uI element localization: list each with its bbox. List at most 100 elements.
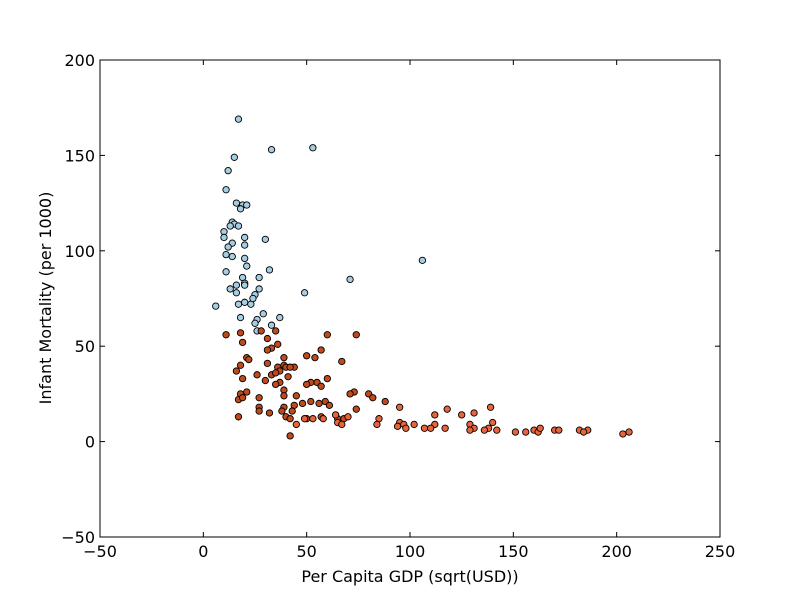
scatter-point bbox=[284, 373, 292, 381]
scatter-point bbox=[234, 115, 243, 123]
scatter-point bbox=[212, 302, 220, 310]
scatter-point bbox=[265, 409, 274, 417]
scatter-point bbox=[226, 222, 234, 230]
scatter-point bbox=[265, 266, 274, 274]
y-tick-label: 150 bbox=[64, 146, 95, 165]
scatter-point bbox=[263, 359, 272, 368]
x-tick-label: −50 bbox=[83, 542, 117, 561]
scatter-point bbox=[220, 233, 228, 242]
scatter-point bbox=[234, 222, 243, 230]
x-axis-label: Per Capita GDP (sqrt(USD)) bbox=[301, 567, 518, 586]
scatter-point bbox=[522, 428, 530, 436]
scatter-point bbox=[272, 327, 280, 335]
scatter-point bbox=[300, 289, 309, 297]
scatter-point bbox=[224, 243, 232, 251]
scatter-point bbox=[263, 346, 272, 354]
scatter-point bbox=[396, 403, 404, 411]
scatter-point bbox=[298, 399, 307, 408]
scatter-point bbox=[261, 235, 269, 244]
scatter-point bbox=[325, 401, 334, 409]
scatter-point bbox=[489, 418, 497, 427]
scatter-point bbox=[234, 413, 243, 421]
scatter-point bbox=[303, 380, 311, 389]
scatter-point bbox=[427, 424, 435, 432]
scatter-point bbox=[236, 329, 245, 337]
scatter-point bbox=[267, 146, 276, 154]
scatter-point bbox=[466, 426, 474, 434]
y-axis-ticks: −50 0 50 100 150 200 bbox=[61, 51, 720, 547]
scatter-point bbox=[274, 340, 282, 348]
scatter-point bbox=[480, 426, 489, 434]
scatter-point bbox=[261, 376, 269, 385]
scatter-point bbox=[346, 275, 354, 284]
scatter-point bbox=[286, 363, 294, 371]
scatter-point bbox=[369, 394, 377, 402]
scatter-point bbox=[255, 273, 263, 282]
scatter-point bbox=[278, 407, 286, 415]
scatter-point bbox=[222, 186, 230, 194]
scatter-point bbox=[238, 338, 247, 347]
scatter-point bbox=[303, 352, 311, 360]
scatter-point bbox=[249, 294, 257, 303]
scatter-point bbox=[255, 285, 263, 293]
scatter-point bbox=[243, 201, 251, 209]
scatter-point bbox=[241, 241, 249, 249]
scatter-point bbox=[241, 281, 249, 289]
y-tick-label: 50 bbox=[75, 337, 95, 356]
x-axis-ticks: −50 0 50 100 150 200 250 bbox=[83, 60, 735, 561]
scatter-point bbox=[393, 422, 402, 430]
y-tick-label: 200 bbox=[64, 51, 95, 70]
scatter-point bbox=[224, 167, 232, 175]
scatter-point bbox=[458, 411, 466, 419]
scatter-point bbox=[486, 403, 495, 411]
scatter-point bbox=[241, 254, 249, 263]
scatter-point bbox=[346, 390, 354, 398]
scatter-point bbox=[222, 250, 230, 259]
scatter-point bbox=[255, 407, 263, 415]
scatter-point bbox=[226, 285, 234, 293]
scatter-point bbox=[317, 382, 325, 390]
scatter-point bbox=[243, 388, 251, 396]
scatter-point bbox=[286, 415, 294, 423]
scatter-point bbox=[443, 405, 451, 413]
scatter-point bbox=[317, 346, 325, 354]
scatter-point bbox=[251, 319, 259, 327]
scatter-point bbox=[292, 392, 300, 400]
scatter-point bbox=[555, 426, 563, 434]
scatter-point bbox=[255, 394, 263, 402]
scatter-point bbox=[300, 415, 309, 423]
scatter-point bbox=[241, 233, 249, 242]
x-tick-label: 250 bbox=[705, 542, 736, 561]
scatter-point bbox=[230, 153, 238, 161]
scatter-point bbox=[276, 313, 284, 322]
y-axis-label: Infant Mortality (per 1000) bbox=[36, 192, 55, 405]
scatter-point bbox=[420, 424, 429, 432]
scatter-point bbox=[236, 361, 245, 369]
scatter-point bbox=[280, 392, 288, 400]
scatter-point bbox=[228, 252, 236, 261]
scatter-point bbox=[323, 331, 331, 339]
scatter-point bbox=[402, 424, 410, 432]
scatter-point bbox=[625, 428, 633, 436]
x-tick-label: 0 bbox=[198, 542, 208, 561]
scatter-point bbox=[309, 144, 317, 152]
scatter-point bbox=[286, 432, 294, 440]
scatter-point bbox=[319, 415, 327, 423]
scatter-point bbox=[272, 380, 280, 389]
scatter-point bbox=[338, 420, 346, 429]
scatter-point bbox=[232, 289, 241, 297]
data-points bbox=[212, 115, 633, 440]
scatter-point bbox=[263, 334, 272, 343]
scatter-point bbox=[272, 369, 280, 377]
scatter-point bbox=[493, 426, 501, 434]
scatter-point bbox=[338, 357, 346, 366]
scatter-point bbox=[431, 411, 439, 419]
y-tick-label: 100 bbox=[64, 242, 95, 261]
scatter-point bbox=[352, 331, 360, 339]
scatter-point bbox=[307, 397, 315, 406]
scatter-point bbox=[238, 374, 247, 383]
scatter-point bbox=[232, 199, 241, 207]
scatter-point bbox=[243, 262, 251, 270]
scatter-point bbox=[232, 367, 241, 375]
